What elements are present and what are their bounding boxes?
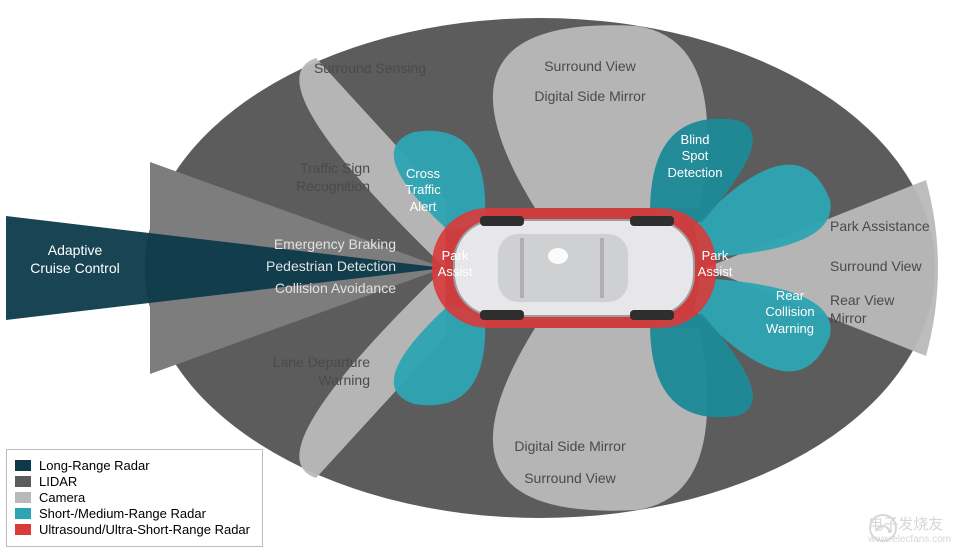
legend-row: LIDAR: [15, 474, 250, 489]
legend-label: Ultrasound/Ultra-Short-Range Radar: [39, 522, 250, 537]
legend-swatch: [15, 460, 31, 471]
label-adaptive-cruise: Adaptive Cruise Control: [0, 242, 150, 277]
legend-label: Camera: [39, 490, 85, 505]
label-pedestrian: Pedestrian Detection: [176, 258, 396, 276]
label-park-assist-front: Park Assist: [420, 248, 490, 281]
label-collision-avoid: Collision Avoidance: [176, 280, 396, 298]
legend-swatch: [15, 492, 31, 503]
label-digital-mirror-top: Digital Side Mirror: [480, 88, 700, 106]
diagram-stage: Adaptive Cruise Control Surround Sensing S…: [0, 0, 959, 553]
legend-box: Long-Range RadarLIDARCameraShort-/Medium…: [6, 449, 263, 547]
legend-label: LIDAR: [39, 474, 77, 489]
label-traffic-sign: Traffic Sign Recognition: [210, 160, 370, 195]
label-surround-view-rear: Surround View: [830, 258, 959, 276]
watermark-icon: [868, 513, 898, 543]
legend-row: Ultrasound/Ultra-Short-Range Radar: [15, 522, 250, 537]
source-watermark: 电子发烧友 www.elecfans.com: [868, 513, 951, 545]
label-surround-view-bot: Surround View: [460, 470, 680, 488]
car-silhouette: [454, 216, 694, 320]
label-blind-spot: Blind Spot Detection: [640, 132, 750, 181]
label-cross-traffic: Cross Traffic Alert: [378, 166, 468, 215]
label-surround-sensing: Surround Sensing: [270, 60, 470, 78]
legend-label: Long-Range Radar: [39, 458, 150, 473]
label-rear-view-mirror: Rear View Mirror: [830, 292, 959, 327]
label-surround-view-top: Surround View: [480, 58, 700, 76]
label-park-assistance: Park Assistance: [830, 218, 959, 236]
label-lane-departure: Lane Departure Warning: [210, 354, 370, 389]
legend-swatch: [15, 524, 31, 535]
legend-row: Camera: [15, 490, 250, 505]
legend-swatch: [15, 476, 31, 487]
label-emergency-braking: Emergency Braking: [176, 236, 396, 254]
label-park-assist-rear: Park Assist: [680, 248, 750, 281]
legend-swatch: [15, 508, 31, 519]
label-digital-mirror-bot: Digital Side Mirror: [460, 438, 680, 456]
legend-row: Long-Range Radar: [15, 458, 250, 473]
label-rear-collision: Rear Collision Warning: [740, 288, 840, 337]
legend-row: Short-/Medium-Range Radar: [15, 506, 250, 521]
legend-label: Short-/Medium-Range Radar: [39, 506, 206, 521]
